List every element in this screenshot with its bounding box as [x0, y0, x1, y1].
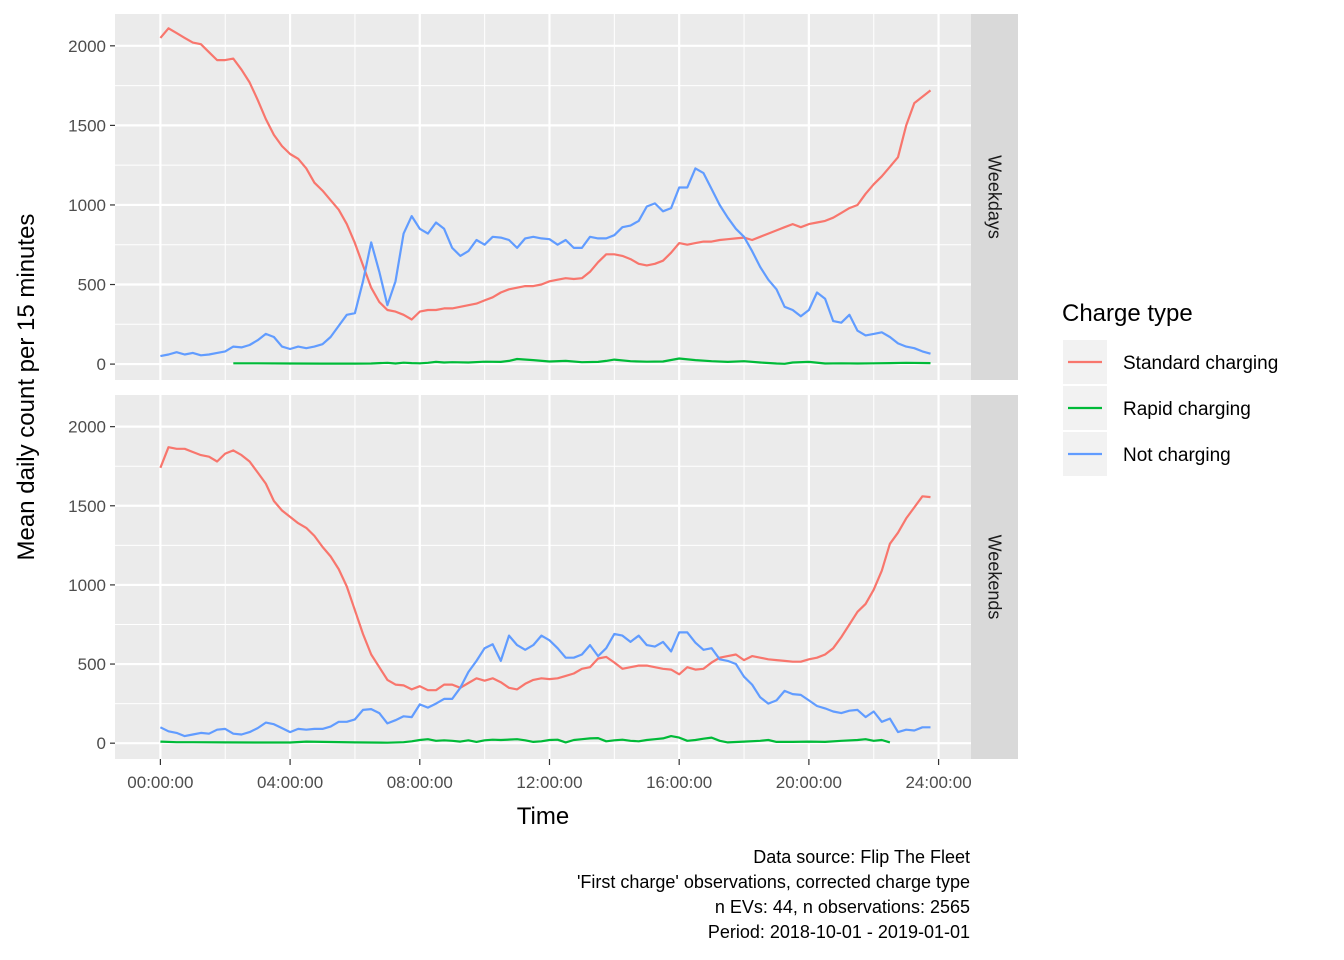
caption-line: 'First charge' observations, corrected c…: [577, 872, 970, 892]
series-line-standard-charging: [159, 27, 932, 321]
y-tick-label: 0: [97, 355, 106, 374]
series-line-rapid-charging: [233, 357, 931, 365]
y-tick-label: 500: [78, 276, 106, 295]
series-line-standard-charging: [159, 446, 931, 692]
facet-panel-weekdays: 0 500 1000 1500 2000 Weekdays: [68, 14, 1018, 380]
facet-panel-weekends: 0 500 1000 1500 2000 Weekends: [68, 395, 1018, 759]
y-tick-label: 2000: [68, 418, 106, 437]
x-tick-label: 20:00:00: [776, 773, 842, 792]
facet-strip: [971, 14, 1018, 380]
series-line-not-charging: [160, 167, 931, 358]
x-tick-label: 24:00:00: [905, 773, 971, 792]
caption-line: n EVs: 44, n observations: 2565: [715, 897, 970, 917]
caption-line: Data source: Flip The Fleet: [753, 847, 970, 867]
legend-label: Not charging: [1123, 445, 1231, 466]
caption-line: Period: 2018-10-01 - 2019-01-01: [708, 922, 970, 942]
y-tick-label: 500: [78, 655, 106, 674]
facet-strip: [971, 395, 1018, 759]
y-axis-title: Mean daily count per 15 minutes: [13, 214, 40, 561]
y-tick-label: 1500: [68, 116, 106, 135]
legend-label: Standard charging: [1123, 353, 1278, 374]
legend-title: Charge type: [1062, 300, 1193, 327]
x-tick-label: 04:00:00: [257, 773, 323, 792]
caption: Data source: Flip The Fleet 'First charg…: [577, 847, 970, 942]
y-tick-label: 1000: [68, 196, 106, 215]
series-line-rapid-charging: [160, 734, 891, 744]
x-tick-label: 08:00:00: [387, 773, 453, 792]
series-line-not-charging: [159, 631, 931, 738]
legend: Charge type Standard charging Rapid charg…: [1062, 300, 1278, 476]
facet-strip-label: Weekdays: [985, 155, 1005, 239]
panel-background: [115, 14, 971, 380]
x-axis-title: Time: [517, 803, 569, 830]
y-tick-label: 1500: [68, 497, 106, 516]
facet-strip-label: Weekends: [985, 535, 1005, 620]
legend-label: Rapid charging: [1123, 399, 1251, 420]
x-tick-label: 00:00:00: [127, 773, 193, 792]
y-tick-label: 0: [97, 734, 106, 753]
x-tick-label: 12:00:00: [516, 773, 582, 792]
y-tick-label: 2000: [68, 37, 106, 56]
y-tick-label: 1000: [68, 576, 106, 595]
panel-background: [115, 395, 971, 759]
x-tick-label: 16:00:00: [646, 773, 712, 792]
